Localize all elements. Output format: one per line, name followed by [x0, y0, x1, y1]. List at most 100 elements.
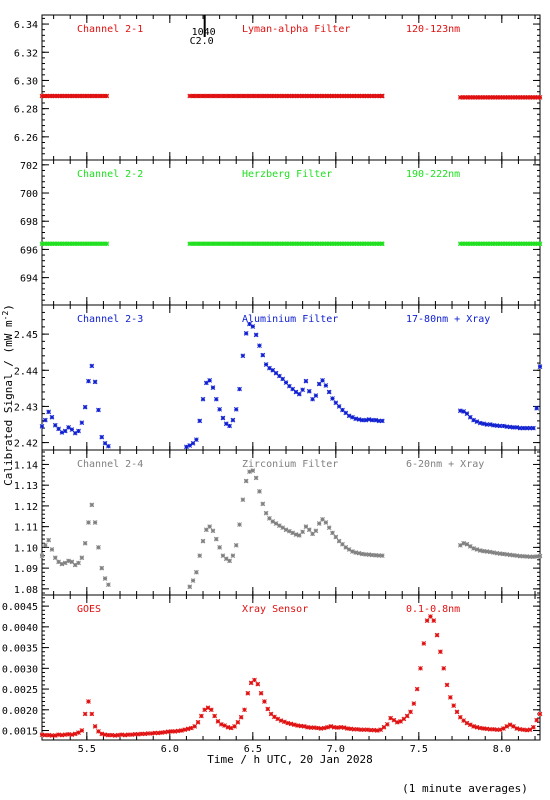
- data-point: [220, 553, 226, 559]
- data-point: [477, 420, 483, 426]
- data-point: [215, 719, 221, 724]
- data-point: [428, 614, 433, 619]
- data-point: [334, 241, 340, 247]
- data-point: [47, 241, 53, 247]
- data-point: [67, 93, 73, 99]
- data-point: [346, 93, 352, 99]
- data-point: [510, 241, 516, 247]
- data-point: [414, 686, 420, 692]
- data-point: [512, 241, 518, 247]
- data-point: [179, 728, 184, 733]
- data-point: [258, 690, 264, 696]
- data-point: [195, 719, 201, 725]
- panel-band-label: 190-222nm: [406, 169, 460, 180]
- y-tick-label: 1.12: [14, 502, 38, 513]
- data-point: [47, 93, 53, 99]
- data-point: [349, 241, 355, 247]
- data-point: [408, 709, 413, 715]
- data-point: [72, 93, 77, 99]
- data-point: [376, 553, 382, 558]
- data-point: [477, 725, 483, 731]
- data-point: [104, 241, 110, 247]
- data-point: [497, 95, 503, 100]
- data-point: [346, 413, 352, 419]
- data-point: [54, 93, 60, 99]
- panel-channel-label: Channel 2-3: [77, 314, 143, 325]
- data-point: [467, 543, 473, 549]
- y-tick-label: 0.0045: [2, 602, 38, 613]
- data-point: [524, 425, 530, 431]
- data-point: [275, 716, 281, 722]
- data-point: [259, 93, 265, 99]
- data-point: [205, 705, 211, 711]
- data-point: [97, 241, 102, 247]
- x-tick-label: 6.0: [161, 744, 179, 755]
- data-point: [472, 241, 478, 247]
- data-point: [517, 553, 523, 559]
- data-point: [527, 425, 533, 431]
- data-point: [64, 93, 70, 99]
- data-point: [336, 93, 342, 99]
- data-point: [324, 241, 330, 247]
- data-point: [461, 718, 466, 723]
- data-point: [39, 423, 45, 429]
- data-point: [517, 425, 523, 431]
- data-point: [517, 726, 523, 732]
- data-point: [301, 93, 307, 99]
- data-point: [306, 93, 312, 99]
- data-point: [197, 93, 203, 99]
- data-point: [471, 546, 476, 551]
- data-point: [207, 378, 213, 383]
- data-point: [72, 731, 78, 737]
- data-point: [304, 241, 310, 247]
- data-point: [282, 241, 287, 247]
- data-point: [333, 400, 339, 406]
- data-point: [57, 93, 63, 99]
- panel-filter-label: Herzberg Filter: [242, 169, 332, 180]
- data-point: [142, 731, 148, 737]
- data-point: [331, 241, 337, 247]
- data-point: [286, 241, 292, 247]
- panel-2: 694 696 698 700 702 Channel 2-2 Herzberg Filte…: [20, 159, 543, 306]
- panel-frame: [41, 449, 541, 596]
- y-axis-label-superscript: -2: [1, 311, 10, 321]
- data-point: [290, 530, 296, 536]
- data-point: [283, 527, 289, 533]
- data-point: [507, 95, 513, 100]
- y-tick-label: 6.28: [14, 105, 38, 116]
- data-point: [89, 93, 95, 99]
- data-point: [527, 554, 533, 560]
- data-point: [500, 241, 506, 247]
- data-point: [336, 241, 342, 247]
- data-point: [464, 541, 470, 547]
- data-point: [49, 547, 55, 552]
- panel-frame: [41, 594, 541, 741]
- data-point: [89, 502, 95, 508]
- data-point: [67, 241, 73, 247]
- data-point: [531, 554, 536, 560]
- data-point: [253, 475, 259, 481]
- data-point: [319, 93, 325, 99]
- data-point: [39, 553, 45, 559]
- data-point: [326, 93, 332, 99]
- data-point: [487, 422, 493, 427]
- y-tick-label: 0.0015: [2, 727, 38, 738]
- data-point: [298, 723, 304, 729]
- data-point: [79, 555, 85, 561]
- data-point: [237, 522, 242, 527]
- data-point: [286, 528, 292, 534]
- data-point: [471, 724, 476, 729]
- data-point: [520, 241, 526, 247]
- y-tick-label: 0.0025: [2, 685, 38, 696]
- data-point: [233, 542, 239, 548]
- data-point: [374, 728, 380, 733]
- data-point: [229, 241, 235, 247]
- data-point: [213, 536, 219, 542]
- data-point: [99, 434, 105, 440]
- data-point: [202, 241, 208, 247]
- data-point: [257, 241, 262, 247]
- data-point: [253, 332, 259, 338]
- data-point: [106, 582, 111, 588]
- data-point: [465, 95, 471, 100]
- data-point: [268, 711, 274, 717]
